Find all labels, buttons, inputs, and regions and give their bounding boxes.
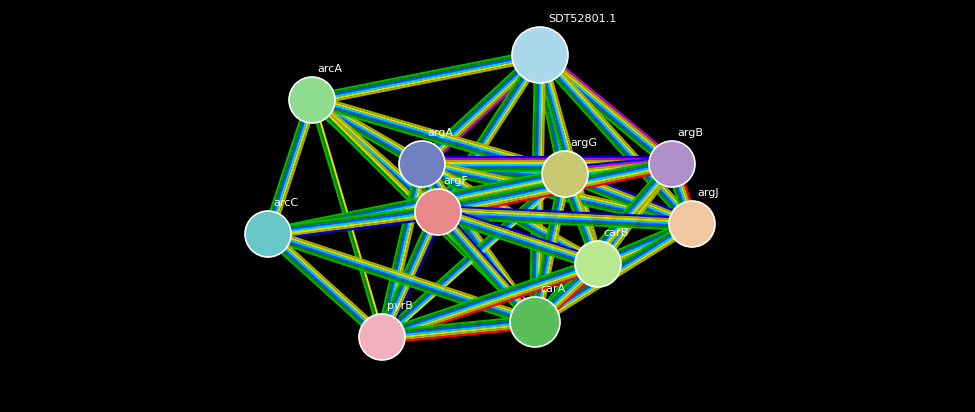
Text: argA: argA bbox=[427, 128, 453, 138]
Text: arcA: arcA bbox=[317, 64, 342, 74]
Text: carB: carB bbox=[603, 228, 628, 238]
Circle shape bbox=[245, 211, 291, 257]
Text: argF: argF bbox=[443, 176, 468, 186]
Text: carA: carA bbox=[540, 284, 566, 294]
Circle shape bbox=[289, 77, 335, 123]
Circle shape bbox=[510, 297, 560, 347]
Text: argG: argG bbox=[570, 138, 597, 148]
Circle shape bbox=[512, 27, 568, 83]
Circle shape bbox=[399, 141, 445, 187]
Circle shape bbox=[649, 141, 695, 187]
Text: argJ: argJ bbox=[697, 188, 719, 198]
Circle shape bbox=[542, 151, 588, 197]
Text: argB: argB bbox=[677, 128, 703, 138]
Text: arcC: arcC bbox=[273, 198, 298, 208]
Circle shape bbox=[575, 241, 621, 287]
Text: SDT52801.1: SDT52801.1 bbox=[548, 14, 616, 24]
Circle shape bbox=[415, 189, 461, 235]
Text: pyrB: pyrB bbox=[387, 301, 412, 311]
Circle shape bbox=[359, 314, 405, 360]
Circle shape bbox=[669, 201, 715, 247]
